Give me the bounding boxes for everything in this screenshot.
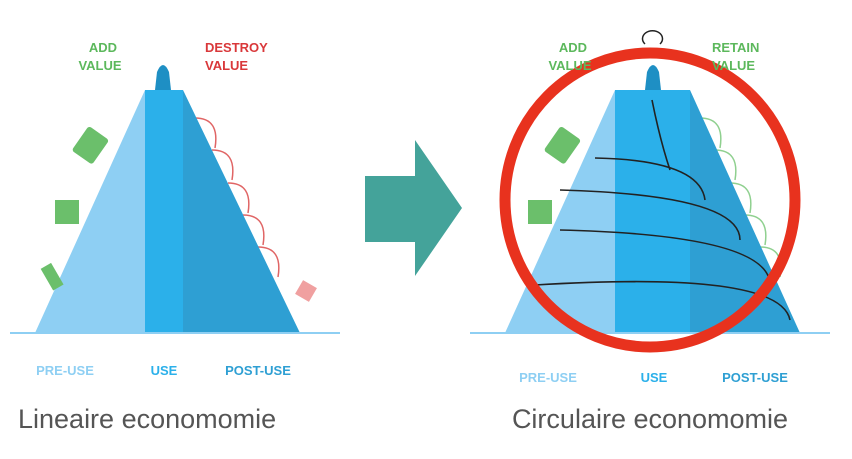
puzzle-icon xyxy=(55,200,79,224)
label: RETAIN xyxy=(712,40,759,55)
phase-label: POST-USE xyxy=(722,370,788,385)
label: VALUE xyxy=(78,58,121,73)
label: ADD xyxy=(89,40,117,55)
use-zone xyxy=(145,90,183,333)
phase-label: POST-USE xyxy=(225,363,291,378)
puzzle-icon xyxy=(528,200,552,224)
label: VALUE xyxy=(712,58,755,73)
label: VALUE xyxy=(205,58,248,73)
label: ADD xyxy=(559,40,587,55)
phase-label: PRE-USE xyxy=(36,363,94,378)
phase-label: PRE-USE xyxy=(519,370,577,385)
phase-label: USE xyxy=(641,370,668,385)
caption: Circulaire economomie xyxy=(512,404,788,434)
use-zone xyxy=(615,90,690,333)
diagram: ADD VALUE DESTROY VALUE PRE-USE USE POST… xyxy=(0,0,852,459)
caption: Lineaire economomie xyxy=(18,404,276,434)
label: VALUE xyxy=(548,58,591,73)
phase-label: USE xyxy=(151,363,178,378)
label: DESTROY xyxy=(205,40,268,55)
